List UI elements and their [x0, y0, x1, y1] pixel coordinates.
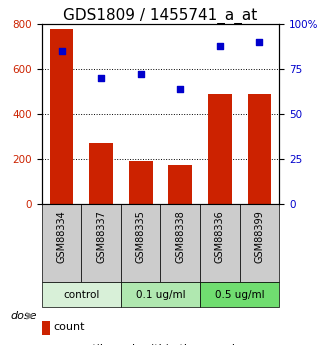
Bar — [121, 282, 200, 307]
Bar — [42, 321, 50, 335]
Bar — [42, 282, 121, 307]
Point — [217, 43, 222, 48]
Text: count: count — [54, 322, 85, 332]
Bar — [200, 204, 240, 282]
Text: GSM88337: GSM88337 — [96, 210, 106, 263]
Point — [257, 39, 262, 45]
Point — [178, 86, 183, 91]
Bar — [200, 282, 279, 307]
Bar — [247, 93, 271, 204]
Bar — [160, 204, 200, 282]
Text: 0.5 ug/ml: 0.5 ug/ml — [215, 290, 265, 300]
Bar — [121, 204, 160, 282]
Text: dose: dose — [11, 311, 37, 321]
Text: control: control — [63, 290, 100, 300]
Bar — [240, 204, 279, 282]
Bar — [42, 204, 81, 282]
Text: GSM88399: GSM88399 — [255, 210, 265, 263]
Text: GSM88336: GSM88336 — [215, 210, 225, 263]
Title: GDS1809 / 1455741_a_at: GDS1809 / 1455741_a_at — [63, 8, 258, 24]
Point — [99, 75, 104, 81]
Bar — [169, 165, 192, 204]
Bar — [208, 93, 232, 204]
Bar — [89, 143, 113, 204]
Point — [138, 72, 143, 77]
Text: GSM88338: GSM88338 — [175, 210, 185, 263]
Text: percentile rank within the sample: percentile rank within the sample — [54, 344, 241, 345]
Text: GSM88335: GSM88335 — [136, 210, 146, 263]
Text: GSM88334: GSM88334 — [56, 210, 66, 263]
Point — [59, 48, 64, 54]
Bar — [50, 29, 74, 204]
Bar — [129, 161, 152, 204]
Text: 0.1 ug/ml: 0.1 ug/ml — [136, 290, 185, 300]
Bar — [81, 204, 121, 282]
